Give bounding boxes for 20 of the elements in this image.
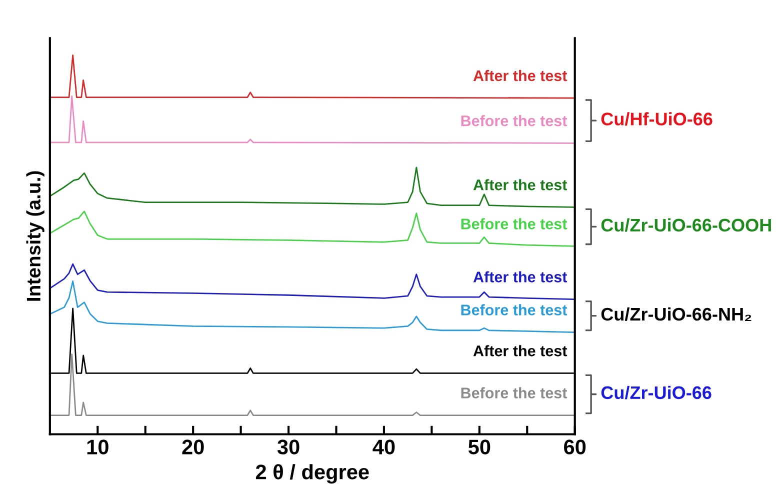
y-axis-title: Intensity (a.u.): [26, 171, 44, 301]
series-label: After the test: [473, 345, 568, 356]
text: Cu/Hf-UiO-66: [601, 112, 712, 126]
series-label: Before the test: [461, 304, 568, 316]
x-tick-label: 30: [277, 440, 300, 454]
x-tick-label: 60: [564, 440, 586, 454]
x-tick-label: 50: [468, 440, 490, 454]
series-label: After the test: [473, 70, 568, 82]
x-tick-label: 10: [87, 440, 108, 454]
x-tick-label: 20: [182, 440, 204, 454]
series-label: Before the test: [461, 218, 568, 230]
x-tick-label: 40: [372, 440, 395, 454]
text: Cu/Zr-UiO-66-COOH: [601, 218, 771, 232]
text: Cu/Zr-UiO-66: [601, 386, 712, 400]
series-label: After the test: [473, 271, 568, 282]
series-label: Before the test: [461, 387, 568, 398]
text: Cu/Zr-UiO-66-NH₂: [601, 307, 752, 322]
series-label: After the test: [473, 179, 568, 190]
series-label: Before the test: [461, 115, 568, 126]
x-axis-title: 2 θ / degree: [256, 464, 369, 484]
